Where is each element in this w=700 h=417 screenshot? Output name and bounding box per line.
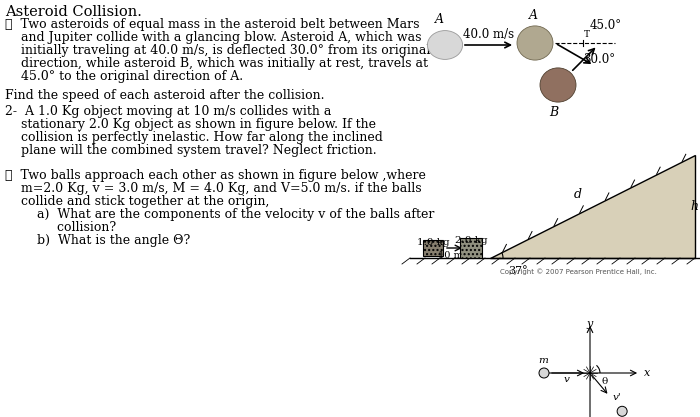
Text: collision?: collision? xyxy=(5,221,116,234)
Text: 30.0°: 30.0° xyxy=(583,53,615,65)
Text: 45.0° to the original direction of A.: 45.0° to the original direction of A. xyxy=(5,70,243,83)
Polygon shape xyxy=(490,155,695,258)
Text: and Jupiter collide with a glancing blow. Asteroid A, which was: and Jupiter collide with a glancing blow… xyxy=(5,31,421,44)
Text: A: A xyxy=(528,9,538,22)
Text: x: x xyxy=(644,368,650,378)
Bar xyxy=(460,238,482,258)
Text: ③  Two balls approach each other as shown in figure below ,where: ③ Two balls approach each other as shown… xyxy=(5,169,426,182)
Text: 1.0 kg: 1.0 kg xyxy=(416,238,449,247)
Ellipse shape xyxy=(517,26,553,60)
Text: v: v xyxy=(564,375,570,384)
Text: h: h xyxy=(690,200,698,213)
Text: m: m xyxy=(538,356,548,365)
Text: direction, while asteroid B, which was initially at rest, travels at: direction, while asteroid B, which was i… xyxy=(5,57,428,70)
Text: 37°: 37° xyxy=(508,266,528,276)
Text: b)  What is the angle Θ?: b) What is the angle Θ? xyxy=(5,234,190,247)
Text: Copyright © 2007 Pearson Prentice Hall, Inc.: Copyright © 2007 Pearson Prentice Hall, … xyxy=(500,269,657,275)
Text: m=2.0 Kg, v = 3.0 m/s, M = 4.0 Kg, and V=5.0 m/s. if the balls: m=2.0 Kg, v = 3.0 m/s, M = 4.0 Kg, and V… xyxy=(5,182,421,195)
Ellipse shape xyxy=(540,68,576,102)
Text: ①  Two asteroids of equal mass in the asteroid belt between Mars: ① Two asteroids of equal mass in the ast… xyxy=(5,18,419,31)
Text: collide and stick together at the origin,: collide and stick together at the origin… xyxy=(5,195,270,208)
Text: stationary 2.0 Kg object as shown in figure below. If the: stationary 2.0 Kg object as shown in fig… xyxy=(5,118,376,131)
Text: 45.0°: 45.0° xyxy=(590,18,622,32)
Circle shape xyxy=(617,406,627,416)
Text: a)  What are the components of the velocity v of the balls after: a) What are the components of the veloci… xyxy=(5,208,435,221)
Text: y: y xyxy=(587,319,593,329)
Text: θ: θ xyxy=(602,377,608,385)
Text: 40.0 m/s: 40.0 m/s xyxy=(463,28,514,41)
Text: 2-  A 1.0 Kg object moving at 10 m/s collides with a: 2- A 1.0 Kg object moving at 10 m/s coll… xyxy=(5,105,331,118)
Ellipse shape xyxy=(428,30,463,59)
Text: plane will the combined system travel? Neglect friction.: plane will the combined system travel? N… xyxy=(5,144,377,157)
Bar xyxy=(423,240,443,256)
Text: Find the speed of each asteroid after the collision.: Find the speed of each asteroid after th… xyxy=(5,89,325,102)
Text: 10 m/s: 10 m/s xyxy=(438,250,471,259)
Text: 2.0 kg: 2.0 kg xyxy=(455,236,487,245)
Text: A: A xyxy=(435,13,444,26)
Circle shape xyxy=(539,368,549,378)
Text: T: T xyxy=(584,30,590,39)
Text: d: d xyxy=(573,188,582,201)
Text: initially traveling at 40.0 m/s, is deflected 30.0° from its original: initially traveling at 40.0 m/s, is defl… xyxy=(5,44,430,57)
Text: v': v' xyxy=(612,394,621,402)
Text: collision is perfectly inelastic. How far along the inclined: collision is perfectly inelastic. How fa… xyxy=(5,131,383,144)
Text: B: B xyxy=(550,106,559,119)
Text: Asteroid Collision.: Asteroid Collision. xyxy=(5,5,142,19)
